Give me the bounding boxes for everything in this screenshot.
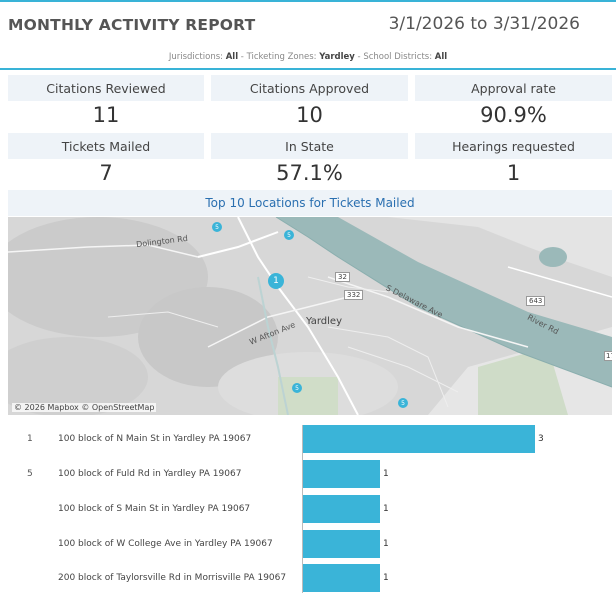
kpi-citations-reviewed-label: Citations Reviewed — [8, 75, 204, 101]
route-shield-32: 32 — [335, 272, 350, 282]
page-title: MONTHLY ACTIVITY REPORT — [8, 16, 256, 34]
bar-category-label: 200 block of Taylorsville Rd in Morrisvi… — [58, 573, 287, 583]
bar-value-label: 3 — [538, 434, 544, 444]
kpi-tickets-mailed-label: Tickets Mailed — [8, 133, 204, 159]
bar-rank: 5 — [27, 469, 33, 479]
kpi-hearings-requested-label: Hearings requested — [415, 133, 612, 159]
bar-mark[interactable] — [303, 564, 380, 592]
route-shield-643: 643 — [526, 296, 546, 306]
bar-value-label: 1 — [383, 504, 389, 514]
kpi-hearings-requested-value: 1 — [506, 161, 521, 185]
kpi-citations-approved-label: Citations Approved — [211, 75, 408, 101]
filter-districts-value[interactable]: All — [434, 52, 448, 62]
filter-separator: - — [354, 52, 364, 62]
map-marker[interactable]: 1 — [268, 273, 284, 289]
map-title: Top 10 Locations for Tickets Mailed — [8, 190, 612, 216]
filter-separator: - — [238, 52, 247, 62]
top-accent-line — [0, 0, 616, 2]
bar-category-label: 100 block of Fuld Rd in Yardley PA 19067 — [58, 469, 242, 479]
bar-mark[interactable] — [303, 495, 380, 523]
filter-jurisdictions-label: Jurisdictions: — [168, 52, 223, 62]
map-canvas — [8, 217, 612, 415]
bar-row[interactable]: 200 block of Taylorsville Rd in Morrisvi… — [0, 564, 616, 594]
map-marker[interactable]: 5 — [284, 230, 294, 240]
header-divider — [0, 68, 616, 70]
kpi-citations-reviewed-value: 11 — [92, 103, 120, 127]
filter-zones-value[interactable]: Yardley — [319, 52, 355, 62]
kpi-in-state-label: In State — [211, 133, 408, 159]
bar-mark[interactable] — [303, 425, 535, 453]
bar-category-label: 100 block of S Main St in Yardley PA 190… — [58, 504, 251, 514]
bar-category-label: 100 block of N Main St in Yardley PA 190… — [58, 434, 252, 444]
filter-jurisdictions-value[interactable]: All — [225, 52, 239, 62]
bar-mark[interactable] — [303, 460, 380, 488]
route-shield-17: 17 — [604, 351, 612, 361]
route-shield-332: 332 — [344, 290, 364, 300]
bar-rank: 1 — [27, 434, 33, 444]
kpi-in-state-value: 57.1% — [276, 161, 343, 185]
kpi-citations-approved-value: 10 — [296, 103, 323, 127]
kpi-approval-rate-value: 90.9% — [480, 103, 547, 127]
map-marker[interactable]: 5 — [292, 383, 302, 393]
bar-row[interactable]: 100 block of S Main St in Yardley PA 190… — [0, 495, 616, 525]
map-label-yardley: Yardley — [306, 316, 342, 327]
map-marker[interactable]: 5 — [212, 222, 222, 232]
bar-value-label: 1 — [383, 573, 389, 583]
filter-summary: Jurisdictions: All - Ticketing Zones: Ya… — [0, 52, 616, 62]
bar-mark[interactable] — [303, 530, 380, 558]
locations-map[interactable]: Dolington Rd Yardley W Afton Ave S Delaw… — [8, 217, 612, 415]
chart-axis-line — [302, 425, 303, 593]
filter-zones-label: Ticketing Zones: — [246, 52, 317, 62]
bar-row[interactable]: 5 100 block of Fuld Rd in Yardley PA 1906… — [0, 460, 616, 490]
date-range: 3/1/2026 to 3/31/2026 — [388, 14, 580, 34]
bar-value-label: 1 — [383, 539, 389, 549]
bar-category-label: 100 block of W College Ave in Yardley PA… — [58, 539, 273, 549]
map-marker[interactable]: 5 — [398, 398, 408, 408]
filter-districts-label: School Districts: — [363, 52, 433, 62]
kpi-tickets-mailed-value: 7 — [99, 161, 113, 185]
kpi-approval-rate-label: Approval rate — [415, 75, 612, 101]
map-credit: © 2026 Mapbox © OpenStreetMap — [12, 403, 157, 412]
bar-row[interactable]: 100 block of W College Ave in Yardley PA… — [0, 530, 616, 560]
bar-value-label: 1 — [383, 469, 389, 479]
bar-row[interactable]: 1 100 block of N Main St in Yardley PA 19… — [0, 425, 616, 455]
